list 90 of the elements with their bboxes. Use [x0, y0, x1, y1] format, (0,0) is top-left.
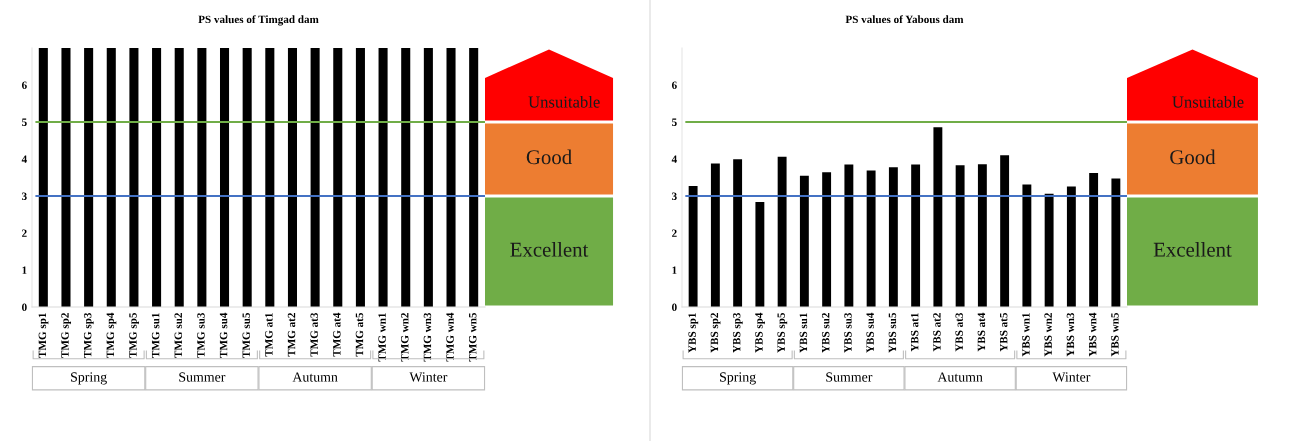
bar: [1022, 184, 1032, 307]
text: Summer: [179, 372, 226, 382]
x-tick-label: TMG wn3: [423, 312, 432, 362]
y-tick-label: 0: [672, 303, 677, 311]
x-tick-label: YBS at4: [977, 312, 986, 352]
x-tick-label: YBS su5: [888, 312, 897, 353]
x-tick-label: YBS sp3: [732, 312, 743, 353]
x-tick-label: YBS at1: [910, 313, 919, 352]
bar: [1089, 173, 1099, 307]
x-tick-label: YBS wn1: [1022, 313, 1030, 357]
x-tick-label: TMG su2: [174, 313, 183, 358]
y-tick-label: 5: [672, 118, 677, 126]
x-tick-label: YBS sp4: [755, 312, 765, 353]
x-tick-label: TMG su4: [219, 312, 228, 358]
x-tick-label: TMG su5: [242, 312, 250, 358]
x-tick-label: TMG sp3: [83, 312, 94, 358]
x-tick-label: YBS at3: [955, 312, 963, 352]
bar: [710, 163, 720, 307]
x-tick-label: TMG at4: [333, 312, 341, 357]
bar: [777, 156, 787, 307]
bar: [733, 159, 743, 307]
x-tick-label: YBS sp2: [710, 313, 721, 353]
text: Good: [526, 149, 572, 165]
text: Excellent: [510, 242, 589, 257]
text: Spring: [720, 372, 756, 385]
x-tick-label: YBS at5: [999, 312, 1008, 352]
bar: [866, 170, 876, 307]
text: Summer: [826, 372, 873, 382]
text: Excellent: [1153, 242, 1232, 257]
x-tick-label: YBS wn4: [1088, 312, 1097, 357]
x-tick-label: TMG sp4: [106, 312, 117, 358]
x-tick-label: TMG wn5: [468, 312, 477, 362]
x-tick-label: TMG at5: [355, 312, 364, 357]
x-tick-label: TMG at3: [310, 312, 318, 357]
text: Autumn: [292, 372, 338, 382]
text: Winter: [1052, 372, 1091, 382]
x-tick-label: YBS su4: [866, 312, 874, 353]
x-tick-label: YBS wn5: [1111, 312, 1119, 357]
y-tick-label: 6: [671, 81, 677, 89]
bar: [911, 164, 921, 307]
y-tick-label: 0: [22, 303, 27, 311]
text: Winter: [409, 372, 448, 382]
bar: [688, 186, 698, 307]
y-tick-label: 2: [672, 229, 677, 237]
y-tick-label: 5: [22, 118, 27, 126]
y-tick-label: 3: [672, 192, 677, 200]
text: Autumn: [937, 372, 983, 382]
text: Good: [1170, 149, 1216, 165]
x-tick-label: TMG at1: [265, 313, 273, 357]
x-tick-label: TMG wn4: [446, 312, 454, 362]
x-tick-label: TMG wn1: [378, 313, 386, 362]
x-tick-label: TMG su3: [197, 312, 205, 358]
bar: [888, 167, 898, 307]
x-tick-label: TMG su1: [151, 313, 160, 358]
x-tick-label: TMG sp1: [38, 313, 49, 358]
bar: [933, 127, 943, 307]
x-tick-label: TMG wn2: [401, 313, 409, 362]
x-tick-label: TMG sp5: [129, 312, 139, 358]
bar: [977, 164, 987, 307]
y-tick-label: 2: [22, 229, 27, 237]
x-tick-label: YBS at2: [933, 313, 941, 352]
x-tick-label: TMG at2: [287, 313, 296, 357]
bar: [822, 172, 832, 307]
y-tick-label: 1: [22, 266, 27, 274]
x-tick-label: YBS su1: [799, 313, 808, 353]
x-tick-label: YBS sp5: [777, 312, 788, 353]
y-tick-label: 3: [22, 192, 27, 200]
x-tick-label: YBS sp1: [688, 313, 699, 353]
y-tick-label: 4: [21, 155, 27, 163]
y-tick-label: 6: [21, 81, 27, 89]
bar: [1000, 155, 1010, 307]
y-tick-label: 4: [671, 155, 677, 163]
x-tick-label: YBS su3: [844, 312, 852, 353]
bar: [1066, 186, 1076, 307]
y-tick-label: 1: [672, 266, 677, 274]
x-tick-label: YBS wn2: [1044, 313, 1052, 357]
x-tick-label: YBS su2: [821, 313, 830, 353]
chart-title: PS values of Yabous dam: [845, 15, 964, 24]
bar: [1111, 178, 1121, 307]
bar: [755, 201, 765, 307]
x-tick-label: TMG sp2: [61, 313, 72, 358]
bar: [955, 165, 965, 307]
bar: [1044, 193, 1054, 307]
bar: [799, 175, 809, 307]
x-tick-label: YBS wn3: [1066, 312, 1075, 357]
chart-title: PS values of Timgad dam: [198, 15, 319, 26]
text: Unsuitable: [528, 95, 600, 108]
text: Spring: [71, 372, 107, 385]
bar: [844, 164, 854, 307]
text: Unsuitable: [1172, 95, 1244, 108]
